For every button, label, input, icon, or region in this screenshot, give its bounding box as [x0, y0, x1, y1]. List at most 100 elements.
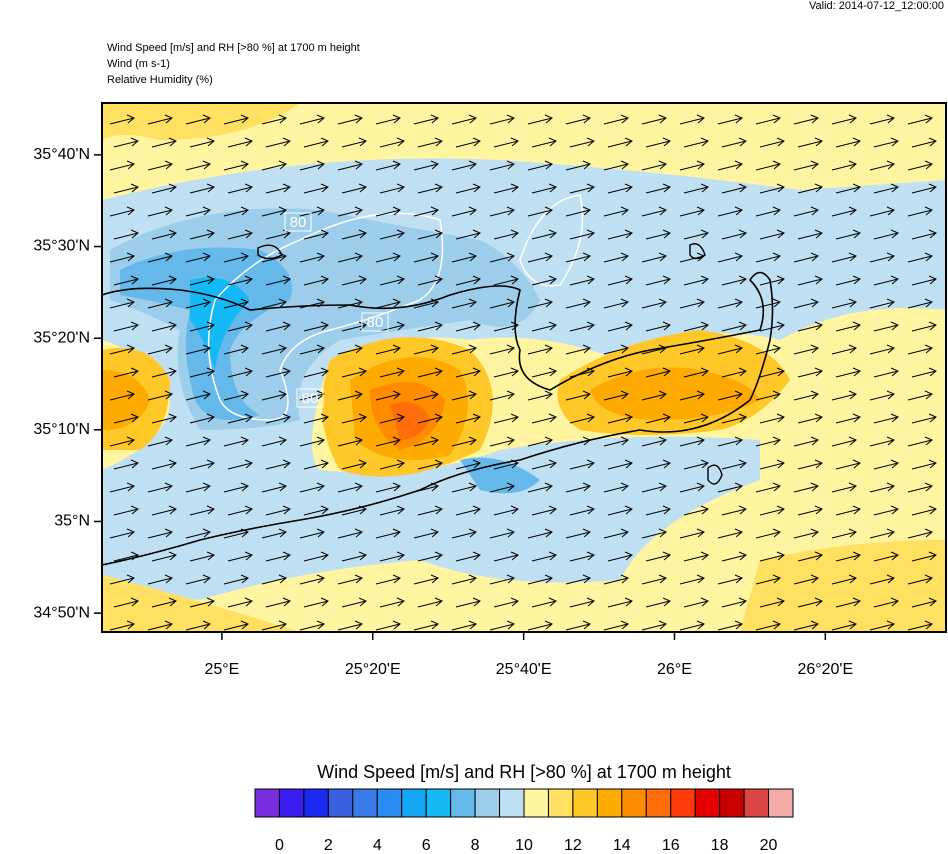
- wind-arrow: [721, 367, 747, 378]
- wind-arrow: [303, 367, 329, 378]
- wind-arrow: [565, 298, 591, 309]
- wind-arrow: [683, 367, 709, 378]
- axes: 35°40'N 35°30'N 35°20'N 35°10'N 35°N 34°50'N 2…: [33, 146, 853, 678]
- wind-arrow: [109, 298, 135, 309]
- wind-arrow: [113, 367, 139, 378]
- wind-arrow: [645, 183, 671, 194]
- wind-arrow: [873, 597, 899, 608]
- wind-arrow: [793, 528, 819, 539]
- wind-arrow: [489, 482, 515, 493]
- wind-arrow: [341, 413, 367, 424]
- wind-arrow: [907, 344, 933, 355]
- wind-arrow: [109, 436, 135, 447]
- wind-arrow: [375, 206, 401, 217]
- wind-arrow: [679, 298, 705, 309]
- wind-arrow: [151, 459, 177, 470]
- wind-arrow: [607, 229, 633, 240]
- wind-arrow: [113, 183, 139, 194]
- wind-arrow: [759, 367, 785, 378]
- wind-arrow: [417, 229, 443, 240]
- wind-arrow: [603, 574, 629, 585]
- wind-arrow: [603, 436, 629, 447]
- wind-arrow: [527, 206, 553, 217]
- colorbar-box: [376, 788, 403, 818]
- wind-arrow: [755, 574, 781, 585]
- wind-arrow: [109, 160, 135, 171]
- wind-arrow: [531, 183, 557, 194]
- wind-arrow: [489, 390, 515, 401]
- wind-arrow: [527, 298, 553, 309]
- wind-arrow: [375, 482, 401, 493]
- wind-arrow: [113, 597, 139, 608]
- wind-arrow: [151, 413, 177, 424]
- wind-arrow: [379, 597, 405, 608]
- wind-arrow: [261, 482, 287, 493]
- wind-arrow: [797, 137, 823, 148]
- wind-arrow: [261, 344, 287, 355]
- wind-arrow: [489, 436, 515, 447]
- wind-arrow: [417, 275, 443, 286]
- colorbar-box: [645, 788, 672, 818]
- wind-arrow: [607, 275, 633, 286]
- wind-arrow: [755, 298, 781, 309]
- contour-label: 80: [367, 314, 384, 331]
- wind-arrow: [569, 367, 595, 378]
- wind-arrow: [185, 344, 211, 355]
- wind-arrow: [907, 482, 933, 493]
- wind-arrow: [493, 137, 519, 148]
- wind-arrow: [451, 298, 477, 309]
- wind-arrow: [379, 367, 405, 378]
- wind-arrow: [607, 183, 633, 194]
- wind-arrow: [527, 574, 553, 585]
- wind-arrow: [299, 344, 325, 355]
- wind-arrow: [527, 482, 553, 493]
- wind-arrow: [185, 206, 211, 217]
- wind-arrow: [569, 459, 595, 470]
- wind-arrow: [603, 160, 629, 171]
- wind-arrow: [641, 344, 667, 355]
- wind-arrow: [147, 436, 173, 447]
- wind-arrow: [265, 413, 291, 424]
- wind-arrow: [455, 137, 481, 148]
- colorbar-tick-label: 14: [613, 837, 631, 854]
- wind-arrow: [375, 298, 401, 309]
- wind-arrow: [337, 206, 363, 217]
- wind-arrow: [755, 436, 781, 447]
- colorbar-box: [596, 788, 623, 818]
- wind-arrow: [147, 114, 173, 125]
- wind-arrow: [489, 620, 515, 631]
- wind-arrow: [227, 505, 253, 516]
- wind-arrow: [755, 252, 781, 263]
- colorbar-tick-label: 4: [373, 837, 382, 854]
- wind-arrow: [531, 459, 557, 470]
- wind-arrow: [755, 528, 781, 539]
- wind-arrow: [873, 321, 899, 332]
- wind-arrow: [569, 551, 595, 562]
- wind-arrow: [223, 344, 249, 355]
- wind-arrow: [797, 413, 823, 424]
- y-tick-label: 35°N: [54, 513, 90, 530]
- wind-arrow: [261, 252, 287, 263]
- wind-arrow: [455, 321, 481, 332]
- wind-arrow: [185, 252, 211, 263]
- wind-arrow: [337, 390, 363, 401]
- wind-arrow: [907, 114, 933, 125]
- wind-arrow: [531, 413, 557, 424]
- wind-arrow: [147, 390, 173, 401]
- contour-label-box: [296, 388, 324, 408]
- wind-arrow: [379, 413, 405, 424]
- wind-arrow: [109, 620, 135, 631]
- wind-arrow: [911, 459, 937, 470]
- wind-arrow: [417, 505, 443, 516]
- wind-arrow: [303, 413, 329, 424]
- wind-arrow: [721, 597, 747, 608]
- wind-arrow: [227, 551, 253, 562]
- wind-arrow: [489, 252, 515, 263]
- wind-arrow: [717, 160, 743, 171]
- field: [102, 103, 946, 632]
- wind-arrow: [455, 413, 481, 424]
- colorbar-box: [327, 788, 354, 818]
- wind-arrow: [489, 114, 515, 125]
- wind-arrow: [489, 574, 515, 585]
- wind-arrow: [531, 597, 557, 608]
